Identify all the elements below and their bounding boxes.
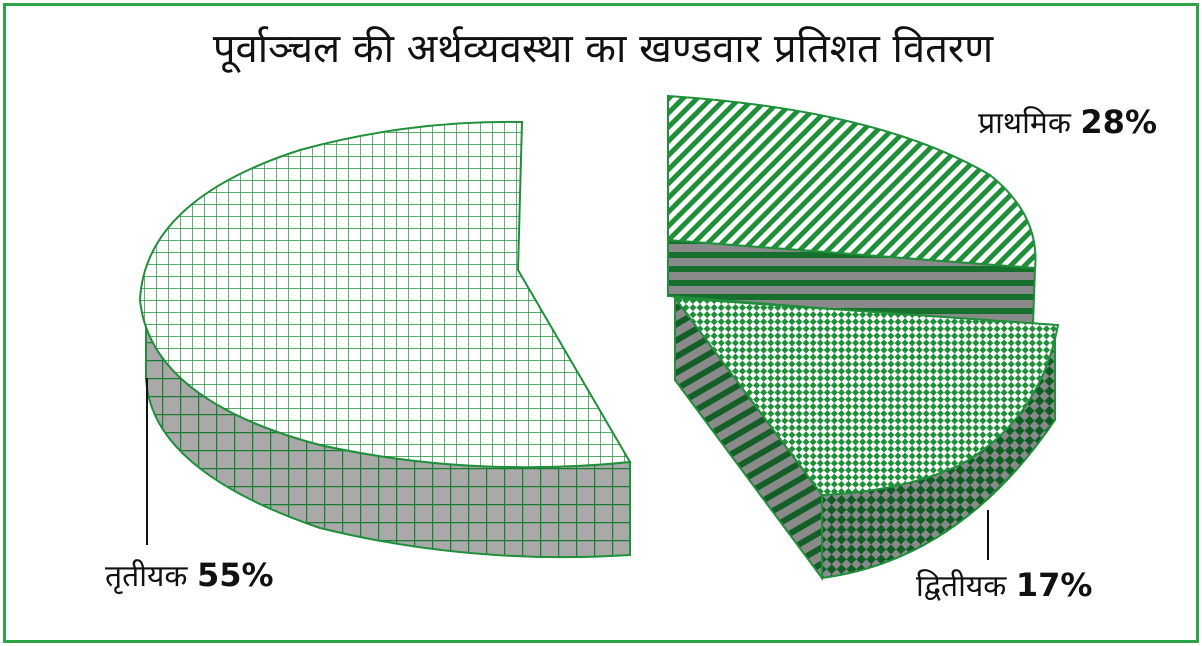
slice-label-secondary: द्वितीयक 17% — [916, 566, 1092, 604]
slice-label-primary: प्राथमिक 28% — [978, 103, 1157, 141]
slice-secondary — [672, 294, 1060, 582]
slice-primary — [667, 94, 1037, 327]
slice-tertiary — [138, 120, 632, 559]
slice-label-tertiary: तृतीयक 55% — [105, 556, 274, 595]
chart-title: पूर्वाञ्चल की अर्थव्यवस्था का खण्डवार प्… — [213, 26, 994, 73]
